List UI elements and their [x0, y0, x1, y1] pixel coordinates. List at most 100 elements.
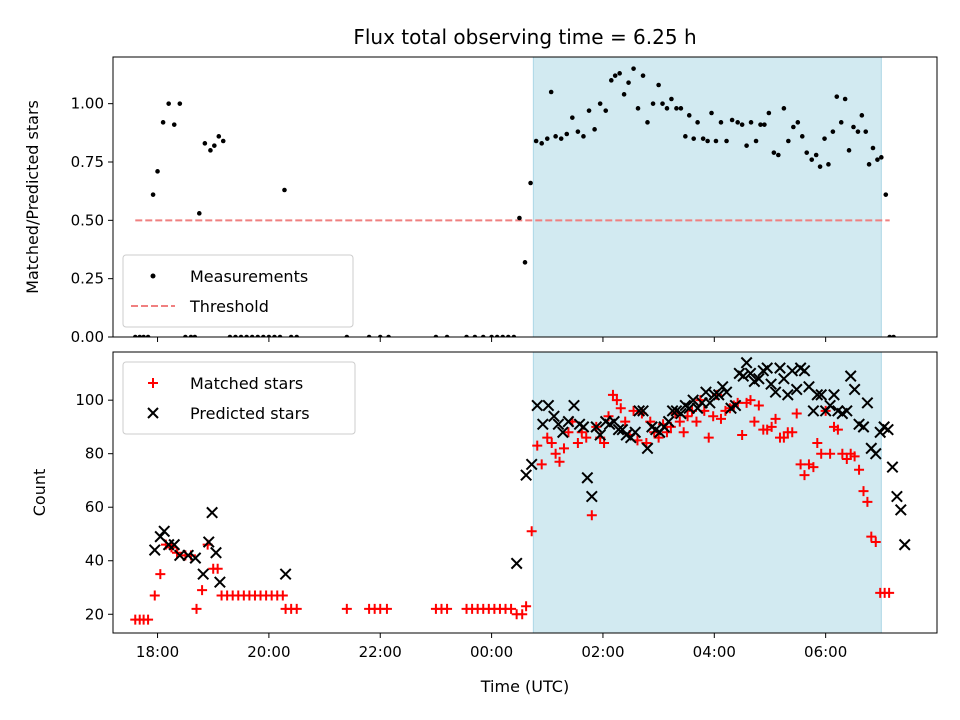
matched-stars-point: [550, 448, 561, 459]
top-y-tick-label: 0.50: [71, 211, 104, 229]
predicted-stars-point: [520, 469, 533, 482]
matched-stars-point: [628, 405, 639, 416]
measurement-point: [838, 120, 844, 125]
predicted-stars-point: [637, 404, 649, 417]
measurement-point: [444, 334, 450, 337]
matched-stars-point: [866, 531, 877, 542]
measurement-point: [744, 143, 749, 148]
predicted-stars-point: [752, 372, 765, 385]
predicted-stars-point: [786, 364, 799, 377]
measurement-point: [489, 334, 494, 337]
top-axes-frame: [112, 56, 938, 338]
measurement-point: [344, 334, 350, 337]
predicted-stars-point: [894, 503, 907, 516]
predicted-stars-point: [815, 388, 828, 401]
measurement-point: [695, 120, 700, 125]
measurement-point: [227, 334, 233, 337]
matched-stars-point: [341, 603, 352, 614]
legend-label: Measurements: [190, 267, 308, 286]
matched-stars-point: [542, 432, 553, 443]
matched-stars-point: [586, 510, 597, 521]
predicted-stars-point: [641, 442, 654, 455]
measurement-point: [842, 96, 848, 102]
measurement-point: [786, 138, 791, 144]
measurement-point: [683, 134, 688, 139]
predicted-stars-point: [744, 367, 757, 380]
measurement-point: [674, 106, 679, 111]
predicted-stars-point: [700, 386, 712, 399]
predicted-stars-point: [774, 362, 786, 374]
matched-stars-point: [737, 429, 748, 440]
matched-stars-point: [799, 470, 810, 481]
measurement-point: [608, 78, 614, 83]
predicted-stars-point: [525, 458, 538, 471]
matched-stars-point: [787, 427, 798, 438]
predicted-stars-point: [769, 386, 782, 399]
measurement-point: [553, 134, 558, 139]
measurement-point: [660, 101, 665, 106]
top-observing-interval: [532, 56, 882, 338]
x-tick-label: 04:00: [693, 643, 736, 661]
matched-stars-point: [816, 448, 827, 459]
measurement-point: [494, 334, 500, 337]
predicted-stars-point: [279, 568, 292, 581]
matched-stars-point: [277, 590, 288, 601]
chart-title: Flux total observing time = 6.25 h: [353, 25, 696, 49]
predicted-stars-point: [844, 370, 857, 382]
measurement-point: [846, 148, 852, 153]
matched-stars-point: [572, 437, 583, 448]
measurement-point: [626, 80, 631, 85]
matched-stars-point: [858, 486, 869, 497]
predicted-stars-point: [202, 536, 215, 548]
predicted-stars-point: [210, 546, 222, 559]
predicted-stars-point: [556, 426, 569, 439]
matched-stars-point: [517, 609, 528, 620]
measurement-point: [472, 334, 478, 337]
matched-stars-point: [536, 459, 547, 470]
predicted-stars-point: [687, 394, 700, 407]
measurement-point: [266, 334, 272, 337]
measurement-point: [669, 96, 674, 102]
predicted-stars-point: [542, 399, 555, 412]
legend-measurements-marker: [150, 273, 156, 279]
predicted-stars-point: [840, 404, 853, 417]
x-tick-label: 02:00: [581, 643, 624, 661]
measurement-point: [700, 136, 706, 141]
matched-stars-point: [825, 448, 836, 459]
measurement-point: [863, 129, 869, 134]
measurement-point: [208, 148, 213, 153]
predicted-stars-point: [633, 404, 646, 417]
matched-stars-point: [691, 416, 702, 427]
measurement-point: [288, 334, 294, 337]
matched-stars-point: [155, 569, 166, 580]
predicted-stars-point: [666, 404, 679, 417]
measurement-point: [855, 129, 861, 134]
predicted-stars-point: [548, 410, 560, 423]
predicted-stars-point: [594, 429, 607, 441]
matched-stars-point: [841, 454, 852, 465]
matched-stars-point: [143, 614, 154, 625]
measurement-point: [866, 162, 872, 167]
predicted-stars-point: [874, 426, 887, 439]
measurement-point: [500, 334, 506, 337]
measurement-point: [735, 120, 740, 125]
x-tick-label: 00:00: [470, 643, 513, 661]
legend-label: Threshold: [189, 297, 269, 316]
measurement-point: [261, 334, 266, 337]
measurement-point: [464, 334, 469, 337]
measurement-point: [294, 334, 300, 337]
matched-stars-point: [795, 459, 806, 470]
measurement-point: [137, 334, 143, 337]
x-tick-label: 06:00: [804, 643, 847, 661]
measurement-point: [220, 138, 226, 144]
x-axis-label: Time (UTC): [480, 677, 569, 696]
matched-stars-point: [854, 464, 865, 475]
measurement-point: [539, 141, 545, 146]
matched-stars-point: [212, 563, 223, 574]
measurement-point: [528, 180, 533, 186]
measurement-point: [817, 164, 823, 169]
predicted-stars-point: [898, 538, 911, 551]
predicted-stars-point: [206, 506, 219, 519]
measurement-point: [883, 192, 889, 197]
top-legend: Measurements Threshold: [122, 254, 354, 328]
